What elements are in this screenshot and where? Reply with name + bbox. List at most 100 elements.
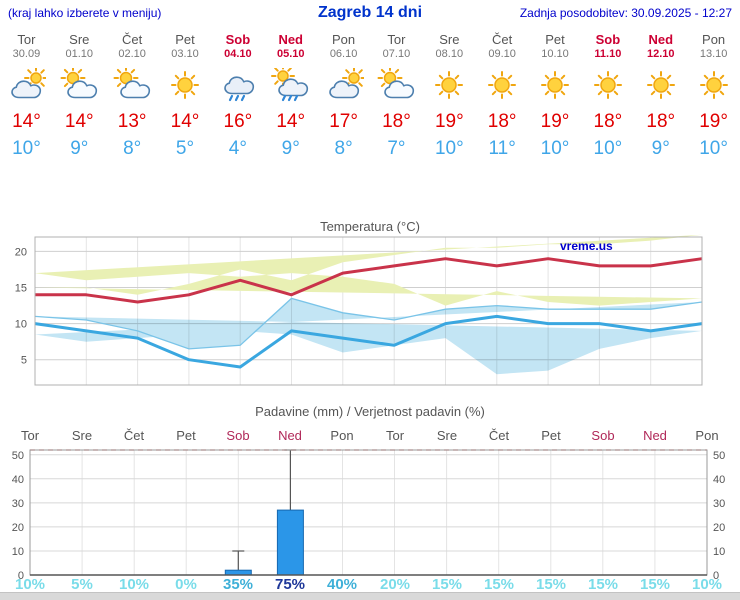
precipitation-chart: 0 0 10 10 20 20 30 30 40 40 50 50: [12, 449, 725, 580]
partly-weather-icon: [106, 68, 159, 108]
precip-y-tick-right: 20: [713, 522, 725, 534]
day-name: Pet: [175, 32, 195, 47]
location-hint: (kraj lahko izberete v meniju): [8, 6, 162, 20]
temp-plot-border: [34, 236, 703, 386]
precip-y-tick-left: 40: [12, 474, 24, 486]
precip-probability-label: 20%: [379, 576, 411, 593]
last-update: Zadnja posodobitev: 30.09.2025 - 12:27: [519, 6, 732, 20]
watermark: vreme.us: [560, 239, 613, 253]
day-column[interactable]: Pon 13.10 19° 10°: [687, 30, 740, 160]
precip-plot-border: [29, 449, 708, 576]
forecast-strip: Tor 30.09 14° 10° Sre 01.10 14° 9° Čet 02.10 13° 8°…: [0, 30, 740, 160]
rain-weather-icon: [211, 68, 264, 108]
precip-day-label: Sob: [226, 428, 250, 443]
precip-day-label: Ned: [643, 428, 667, 443]
day-date: 07.10: [382, 48, 411, 60]
day-column[interactable]: Pet 03.10 14° 5°: [159, 30, 212, 160]
precip-day-label: Pon: [330, 428, 354, 443]
day-column[interactable]: Tor 07.10 18° 7°: [370, 30, 423, 160]
precip-y-tick-right: 50: [713, 450, 725, 462]
sun-weather-icon: [476, 68, 529, 108]
sun-weather-icon-art: [171, 71, 199, 99]
precip-bar: [276, 509, 304, 576]
precip-y-tick-right: 30: [713, 498, 725, 510]
sun-weather-icon: [634, 68, 687, 108]
day-name: Ned: [278, 32, 303, 47]
day-column[interactable]: Sre 01.10 14° 9°: [53, 30, 106, 160]
day-column[interactable]: Pet 10.10 19° 10°: [529, 30, 582, 160]
day-column[interactable]: Ned 12.10 18° 9°: [634, 30, 687, 160]
day-min-temp: 10°: [540, 138, 570, 159]
rainsun-weather-icon-art: [270, 68, 308, 102]
day-column[interactable]: Čet 09.10 18° 11°: [476, 30, 529, 160]
day-max-temp: 19°: [540, 111, 570, 132]
day-max-temp: 16°: [223, 111, 253, 132]
day-max-temp: 18°: [382, 111, 411, 132]
precipitation-chart-title: Padavine (mm) / Verjetnost padavin (%): [255, 404, 485, 419]
precip-probability-label: 0%: [175, 576, 197, 593]
sun-weather-icon-art: [646, 71, 675, 99]
day-column[interactable]: Sob 11.10 18° 10°: [581, 30, 634, 160]
day-min-temp: 10°: [699, 138, 728, 159]
sun-weather-icon: [529, 68, 582, 108]
cloudy-weather-icon-art: [11, 68, 47, 99]
temp-plot-bg: [35, 237, 702, 385]
day-column[interactable]: Sob 04.10 16° 4°: [211, 30, 264, 160]
day-date: 09.10: [488, 48, 516, 60]
day-max-temp: 14°: [170, 111, 200, 132]
day-date: 05.10: [276, 48, 305, 60]
day-min-temp: 8°: [334, 138, 353, 159]
day-column[interactable]: Pon 06.10 17° 8°: [317, 30, 370, 160]
precip-y-tick-right: 10: [713, 546, 725, 558]
partly-weather-icon-art: [60, 68, 98, 99]
day-name: Sre: [439, 32, 460, 47]
partly-weather-icon-art: [377, 68, 415, 99]
day-name: Tor: [17, 32, 36, 47]
temp-max-band: [35, 234, 702, 306]
day-name: Sre: [69, 32, 90, 47]
horizontal-scrollbar[interactable]: [0, 592, 740, 600]
precip-day-label: Ned: [278, 428, 302, 443]
day-column[interactable]: Ned 05.10 14° 9°: [264, 30, 317, 160]
day-name: Čet: [492, 32, 513, 47]
day-date: 06.10: [329, 48, 358, 60]
day-max-temp: 13°: [117, 111, 147, 132]
day-date: 01.10: [65, 48, 94, 60]
precip-probability-label: 15%: [483, 576, 515, 593]
cloudy-weather-icon: [317, 68, 370, 108]
day-date: 11.10: [594, 48, 622, 60]
day-column[interactable]: Sre 08.10 19° 10°: [423, 30, 476, 160]
precip-y-tick-left: 10: [12, 546, 24, 558]
day-date: 13.10: [699, 48, 728, 60]
day-min-temp: 5°: [175, 138, 195, 159]
day-name: Sob: [595, 32, 621, 47]
sun-weather-icon-art: [488, 71, 517, 99]
sun-weather-icon: [423, 68, 476, 108]
day-name: Ned: [648, 32, 674, 47]
temperature-chart-title: Temperatura (°C): [320, 219, 420, 234]
day-column[interactable]: Tor 30.09 14° 10°: [0, 30, 53, 160]
precip-probability-label: 35%: [222, 576, 254, 593]
partly-weather-icon: [370, 68, 423, 108]
day-max-temp: 18°: [646, 111, 676, 132]
day-min-temp: 4°: [228, 138, 247, 159]
day-date: 03.10: [171, 48, 199, 60]
rain-weather-icon-art: [224, 76, 254, 102]
day-max-temp: 14°: [276, 111, 306, 132]
day-max-temp: 19°: [434, 111, 464, 132]
day-date: 02.10: [118, 48, 146, 60]
day-date: 08.10: [435, 48, 464, 60]
precip-day-label: Čet: [488, 428, 510, 443]
precip-day-label: Pet: [176, 428, 196, 443]
day-date: 12.10: [646, 48, 675, 60]
day-min-temp: 10°: [593, 138, 623, 159]
precip-probability-label: 40%: [326, 576, 358, 593]
temp-max-line: [35, 257, 703, 304]
precip-day-label: Čet: [123, 428, 145, 443]
day-max-temp: 14°: [12, 111, 41, 132]
cloudy-weather-icon-art: [328, 68, 364, 99]
day-column[interactable]: Čet 02.10 13° 8°: [106, 30, 159, 160]
precip-y-tick-left: 30: [12, 498, 24, 510]
day-max-temp: 17°: [329, 111, 358, 132]
